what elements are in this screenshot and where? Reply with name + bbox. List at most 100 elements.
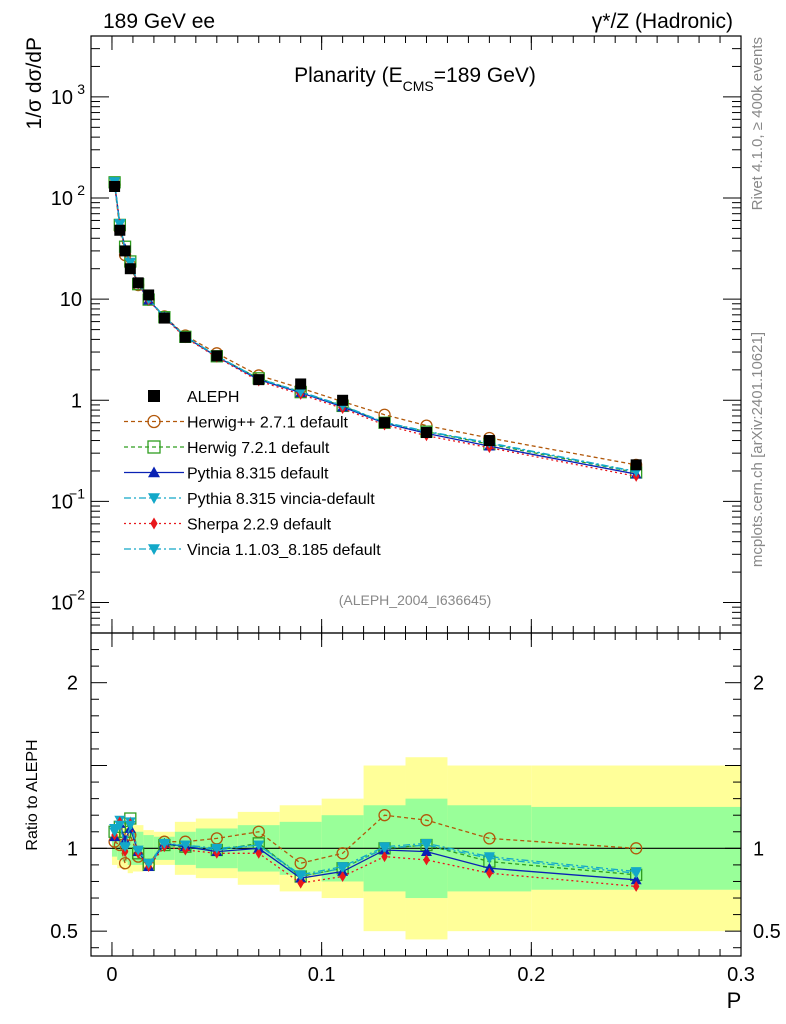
y-tick-label: 1 — [71, 390, 82, 412]
legend-marker — [148, 390, 160, 402]
ratio-tick-label-right: 2 — [753, 673, 764, 695]
chart-title: Planarity (ECMS=189 GeV) — [294, 64, 536, 94]
analysis-id-label: (ALEPH_2004_I636645) — [339, 592, 492, 608]
legend-marker — [150, 517, 158, 530]
series-point-ratio — [255, 847, 263, 859]
ratio-tick-label: 1 — [67, 838, 78, 860]
aleph-data-point — [420, 427, 432, 439]
ratio-tick-label: 2 — [67, 673, 78, 695]
y-tick-label: 10 — [60, 289, 82, 311]
y-tick-label: 10 — [51, 188, 73, 210]
legend-marker — [148, 544, 160, 555]
aleph-data-point — [630, 459, 642, 471]
series-point-ratio — [423, 854, 430, 866]
ratio-tick-label-right: 1 — [753, 838, 764, 860]
x-axis-label: P — [727, 988, 742, 1013]
header-left: 189 GeV ee — [103, 10, 215, 33]
y-tick-label: 10 — [51, 491, 73, 513]
series-point-ratio — [420, 838, 432, 849]
ratio-panel: 0.5 0.5 1 1 2 2 0 0.1 0.2 0.3 — [50, 633, 781, 986]
series-point-ratio — [294, 857, 307, 870]
series-line-ratio — [114, 822, 637, 876]
series-point-ratio — [379, 842, 391, 853]
series-point-ratio — [179, 840, 191, 851]
series-line-main — [113, 184, 637, 466]
legend-marker — [147, 440, 161, 454]
rivet-version-label: Rivet 4.1.0, ≥ 400k events — [749, 37, 766, 210]
legend-label: Herwig 7.2.1 default — [187, 440, 330, 457]
series-point-ratio — [114, 820, 126, 831]
series-point-ratio — [483, 832, 496, 845]
series-point-ratio — [420, 846, 432, 857]
ratio-panel-frame — [90, 632, 742, 957]
series-point-ratio — [630, 874, 642, 885]
aleph-data-point — [295, 378, 307, 390]
ratio-tick-label: 0.5 — [50, 921, 78, 943]
series-point-ratio — [630, 867, 642, 878]
legend-label: Pythia 8.315 default — [187, 466, 329, 483]
y-tick-exponent: 2 — [77, 182, 85, 198]
series-point-ratio — [336, 847, 349, 860]
series-point-ratio — [486, 867, 493, 879]
series-line-ratio — [114, 814, 637, 866]
legend-marker — [147, 414, 161, 429]
aleph-data-point — [114, 224, 126, 236]
aleph-data-point — [143, 289, 155, 301]
legend: ALEPH Herwig++ 2.7.1 default Herwig 7.2.1 … — [124, 389, 381, 559]
y-tick-label: 10 — [51, 87, 73, 109]
legend-label: Sherpa 2.2.9 default — [187, 517, 332, 534]
mcplots-credit-label: mcplots.cern.ch [arXiv:2401.10621] — [749, 332, 766, 567]
series-point-ratio — [632, 880, 640, 892]
legend-label: ALEPH — [187, 389, 239, 406]
series-point-ratio — [132, 845, 144, 856]
series-line-ratio — [113, 821, 637, 881]
series-point-ratio — [297, 877, 304, 889]
ratio-tick-label-right: 0.5 — [753, 921, 781, 943]
series-point-ratio — [124, 820, 136, 831]
aleph-data-point — [211, 350, 223, 362]
series-point-ratio — [143, 858, 155, 869]
series-point-ratio — [118, 857, 132, 870]
y-axis-label: 1/σ dσ/dP — [23, 37, 46, 129]
series-point-ratio — [295, 870, 307, 881]
legend-marker — [148, 466, 160, 478]
series-point-main — [295, 387, 307, 398]
y-tick-label: 10 — [51, 593, 73, 615]
legend-label: Herwig++ 2.7.1 default — [187, 415, 349, 432]
aleph-data-point — [179, 331, 191, 343]
legend-marker — [148, 493, 160, 504]
series-line-main — [113, 183, 637, 477]
aleph-data-point — [253, 374, 265, 386]
series-point-ratio — [339, 870, 346, 882]
ratio-axis-label: Ratio to ALEPH — [24, 739, 41, 850]
x-tick-label: 0 — [106, 964, 117, 986]
series-point-ratio — [109, 827, 121, 838]
aleph-data-point — [483, 435, 495, 447]
y-tick-exponent: −2 — [69, 587, 85, 603]
x-tick-label: 0.1 — [308, 964, 336, 986]
series-point-ratio — [158, 838, 170, 849]
aleph-data-point — [109, 180, 121, 192]
aleph-data-point — [132, 277, 144, 289]
series-line-main — [113, 182, 637, 473]
series-point-ratio — [119, 842, 131, 853]
series-point-ratio — [211, 843, 223, 854]
series-point-ratio — [420, 814, 433, 827]
series-point-ratio — [483, 852, 495, 863]
series-point-ratio — [253, 840, 265, 851]
legend-label: Pythia 8.315 vincia-default — [187, 491, 375, 508]
x-tick-label: 0.2 — [517, 964, 545, 986]
series-point-ratio — [337, 862, 349, 873]
legend-label: Vincia 1.1.03_8.185 default — [187, 542, 381, 559]
series-point-ratio — [119, 834, 131, 845]
aleph-data-point — [379, 417, 391, 429]
series-point-ratio — [630, 842, 643, 855]
series-point-ratio — [483, 862, 495, 873]
x-tick-label: 0.3 — [727, 964, 755, 986]
aleph-data-point — [158, 312, 170, 324]
aleph-data-point — [124, 263, 136, 275]
aleph-data-point — [119, 245, 131, 257]
series-point-ratio — [381, 851, 388, 863]
